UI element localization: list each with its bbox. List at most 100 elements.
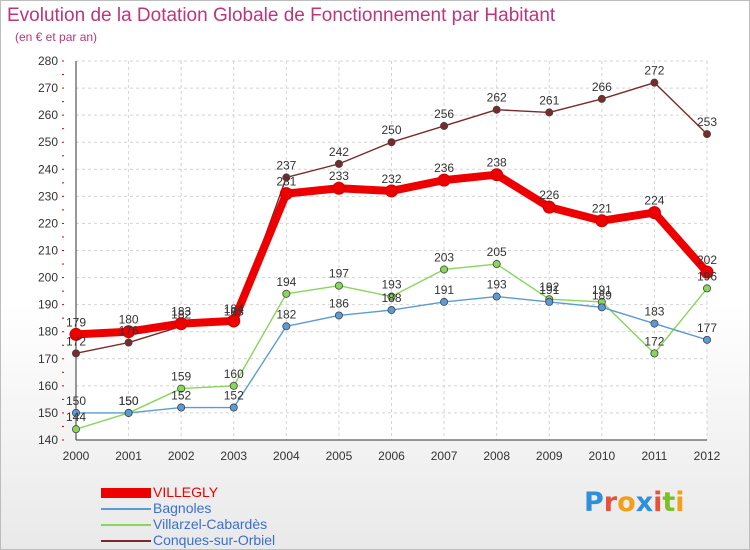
data-label-conques-sur-orbiel-2011: 272 <box>644 64 664 78</box>
chart-title: Evolution de la Dotation Globale de Fonc… <box>7 5 556 26</box>
x-tick-label-2006: 2006 <box>378 449 405 463</box>
legend-label-conques-sur-orbiel: Conques-sur-Orbiel <box>153 532 276 548</box>
y-tick-label-180: 180 <box>38 325 58 339</box>
data-label-villarzel-cabardes-2002: 159 <box>171 370 191 384</box>
data-label-bagnoles-2003: 152 <box>224 389 244 403</box>
data-point-bagnoles-2006 <box>387 306 396 315</box>
y-tick-label-250: 250 <box>38 135 58 149</box>
data-label-conques-sur-orbiel-2000: 172 <box>66 334 86 348</box>
data-label-conques-sur-orbiel-2005: 242 <box>329 145 349 159</box>
data-label-conques-sur-orbiel-2007: 256 <box>434 107 454 121</box>
data-point-villarzel-cabardes-2006 <box>387 292 396 301</box>
y-tick-label-220: 220 <box>38 216 58 230</box>
legend-label-villegly: VILLEGLY <box>153 484 219 500</box>
data-label-villegly-2005: 233 <box>329 169 349 183</box>
plot-area <box>76 61 707 440</box>
y-tick-label-140: 140 <box>38 433 58 447</box>
data-point-conques-sur-orbiel-2000 <box>72 349 81 358</box>
logo-letter: r <box>603 487 618 518</box>
data-point-villegly-2004 <box>279 187 293 201</box>
data-label-villegly-2008: 238 <box>487 156 507 170</box>
x-tick-label-2009: 2009 <box>536 449 563 463</box>
data-point-villarzel-cabardes-2011 <box>650 349 659 358</box>
logo-letter: t <box>662 487 676 518</box>
logo-letter: i <box>653 487 663 518</box>
data-label-villegly-2001: 180 <box>119 313 139 327</box>
data-label-villegly-2000: 179 <box>66 315 86 329</box>
data-point-bagnoles-2010 <box>597 303 606 312</box>
data-point-conques-sur-orbiel-2012 <box>703 130 712 139</box>
data-label-bagnoles-2011: 183 <box>644 305 664 319</box>
data-point-bagnoles-2008 <box>492 292 501 301</box>
data-label-villarzel-cabardes-2000: 144 <box>66 410 86 424</box>
y-tick-label-270: 270 <box>38 81 58 95</box>
data-point-bagnoles-2000 <box>72 408 81 417</box>
data-point-conques-sur-orbiel-2007 <box>440 121 449 130</box>
data-label-villegly-2006: 232 <box>381 172 401 186</box>
legend-label-bagnoles: Bagnoles <box>153 500 212 516</box>
data-label-villarzel-cabardes-2012: 196 <box>697 269 717 283</box>
data-point-villegly-2008 <box>490 168 504 182</box>
data-point-villarzel-cabardes-2002 <box>177 384 186 393</box>
legend-label-villarzel-cabardes: Villarzel-Cabardès <box>153 516 268 532</box>
data-point-bagnoles-2001 <box>124 408 133 417</box>
data-label-conques-sur-orbiel-2008: 262 <box>487 91 507 105</box>
chart-subtitle: (en € et par an) <box>15 30 98 44</box>
logo-letter: P <box>584 487 604 518</box>
data-point-conques-sur-orbiel-2004 <box>282 173 291 182</box>
data-label-bagnoles-2001: 150 <box>119 394 139 408</box>
y-tick-label-150: 150 <box>38 406 58 420</box>
data-point-conques-sur-orbiel-2009 <box>545 108 554 117</box>
data-label-conques-sur-orbiel-2012: 253 <box>697 115 717 129</box>
data-label-villegly-2012: 202 <box>697 253 717 267</box>
data-label-villarzel-cabardes-2006: 193 <box>381 278 401 292</box>
data-label-villarzel-cabardes-2008: 205 <box>487 245 507 259</box>
data-label-bagnoles-2010: 189 <box>592 288 612 302</box>
data-label-villarzel-cabardes-2005: 197 <box>329 267 349 281</box>
x-tick-label-2002: 2002 <box>168 449 195 463</box>
data-point-villegly-2011 <box>647 206 661 220</box>
x-tick-label-2007: 2007 <box>431 449 458 463</box>
data-label-bagnoles-2000: 150 <box>66 394 86 408</box>
data-label-villegly-2003: 184 <box>224 302 244 316</box>
data-point-villarzel-cabardes-2000 <box>72 425 81 434</box>
data-point-conques-sur-orbiel-2006 <box>387 138 396 147</box>
x-tick-label-2000: 2000 <box>63 449 90 463</box>
data-label-bagnoles-2005: 186 <box>329 296 349 310</box>
data-label-bagnoles-2009: 191 <box>539 283 559 297</box>
data-point-villegly-2003 <box>227 314 241 328</box>
proxiti-logo: Proxiti <box>584 487 685 518</box>
data-label-bagnoles-2012: 177 <box>697 321 717 335</box>
data-point-villarzel-cabardes-2004 <box>282 289 291 298</box>
data-point-villegly-2012 <box>700 265 714 279</box>
data-label-villarzel-cabardes-2010: 191 <box>592 283 612 297</box>
data-point-conques-sur-orbiel-2005 <box>334 159 343 168</box>
data-point-bagnoles-2003 <box>229 403 238 412</box>
data-label-villegly-2009: 226 <box>539 188 559 202</box>
y-tick-label-190: 190 <box>38 298 58 312</box>
data-point-villarzel-cabardes-2005 <box>334 281 343 290</box>
x-tick-label-2004: 2004 <box>273 449 300 463</box>
data-label-bagnoles-2007: 191 <box>434 283 454 297</box>
legend-swatch-conques-sur-orbiel <box>101 540 151 542</box>
data-label-conques-sur-orbiel-2002: 182 <box>171 307 191 321</box>
data-point-villarzel-cabardes-2003 <box>229 381 238 390</box>
data-point-villegly-2002 <box>174 317 188 331</box>
data-point-conques-sur-orbiel-2001 <box>124 338 133 347</box>
data-point-conques-sur-orbiel-2008 <box>492 105 501 114</box>
data-point-villegly-2005 <box>332 181 346 195</box>
data-point-villegly-2006 <box>385 184 398 198</box>
data-label-villarzel-cabardes-2003: 160 <box>224 367 244 381</box>
x-tick-label-2005: 2005 <box>326 449 353 463</box>
data-point-villegly-2009 <box>542 200 556 214</box>
logo-letter: x <box>635 487 654 518</box>
data-point-bagnoles-2012 <box>703 335 712 344</box>
data-label-conques-sur-orbiel-2009: 261 <box>539 93 559 107</box>
data-point-conques-sur-orbiel-2011 <box>650 78 659 87</box>
data-point-bagnoles-2009 <box>545 297 554 306</box>
y-tick-label-240: 240 <box>38 162 58 176</box>
legend-swatch-bagnoles <box>101 508 151 510</box>
data-label-bagnoles-2004: 182 <box>276 307 296 321</box>
data-label-bagnoles-2008: 193 <box>487 278 507 292</box>
